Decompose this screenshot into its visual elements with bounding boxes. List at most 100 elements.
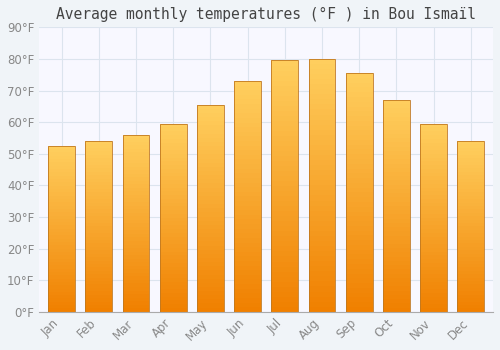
Bar: [197, 254, 224, 258]
Bar: [420, 237, 447, 240]
Bar: [160, 304, 186, 308]
Bar: [420, 256, 447, 259]
Bar: [420, 308, 447, 312]
Bar: [346, 288, 372, 293]
Bar: [122, 216, 150, 220]
Bar: [308, 292, 336, 296]
Bar: [458, 219, 484, 223]
Bar: [234, 164, 261, 169]
Bar: [383, 138, 409, 142]
Bar: [234, 173, 261, 178]
Bar: [48, 202, 75, 205]
Bar: [420, 191, 447, 195]
Bar: [420, 176, 447, 180]
Bar: [383, 240, 409, 244]
Bar: [458, 254, 484, 257]
Bar: [48, 196, 75, 199]
Bar: [383, 134, 409, 138]
Bar: [420, 240, 447, 244]
Bar: [383, 265, 409, 270]
Bar: [48, 272, 75, 275]
Bar: [272, 121, 298, 126]
Bar: [383, 163, 409, 168]
Bar: [122, 227, 150, 230]
Bar: [346, 259, 372, 264]
Bar: [48, 302, 75, 305]
Bar: [234, 293, 261, 298]
Bar: [308, 236, 336, 241]
Bar: [197, 134, 224, 138]
Bar: [420, 173, 447, 176]
Bar: [234, 183, 261, 187]
Bar: [272, 251, 298, 257]
Bar: [122, 142, 150, 145]
Bar: [458, 250, 484, 254]
Bar: [160, 135, 186, 139]
Bar: [122, 298, 150, 301]
Bar: [458, 237, 484, 240]
Bar: [383, 286, 409, 290]
Bar: [308, 170, 336, 175]
Bar: [383, 210, 409, 214]
Bar: [458, 182, 484, 186]
Bar: [48, 268, 75, 272]
Bar: [272, 307, 298, 312]
Bar: [383, 236, 409, 240]
Bar: [458, 209, 484, 213]
Bar: [48, 192, 75, 196]
Bar: [234, 127, 261, 132]
Bar: [234, 298, 261, 302]
Bar: [122, 191, 150, 195]
Bar: [48, 166, 75, 169]
Bar: [86, 219, 112, 223]
Bar: [48, 156, 75, 159]
Bar: [86, 244, 112, 247]
Bar: [234, 215, 261, 219]
Bar: [86, 216, 112, 219]
Bar: [346, 159, 372, 164]
Bar: [383, 282, 409, 286]
Bar: [458, 281, 484, 285]
Bar: [458, 196, 484, 199]
Bar: [308, 246, 336, 251]
Bar: [308, 110, 336, 114]
Bar: [272, 267, 298, 272]
Bar: [272, 261, 298, 267]
Bar: [48, 209, 75, 212]
Bar: [420, 124, 447, 312]
Bar: [48, 265, 75, 268]
Bar: [308, 79, 336, 84]
Bar: [234, 229, 261, 233]
Bar: [308, 266, 336, 271]
Bar: [458, 141, 484, 312]
Bar: [383, 181, 409, 185]
Bar: [308, 302, 336, 307]
Bar: [346, 178, 372, 183]
Bar: [383, 130, 409, 134]
Bar: [383, 159, 409, 163]
Bar: [420, 233, 447, 237]
Bar: [197, 262, 224, 266]
Bar: [420, 218, 447, 222]
Bar: [420, 158, 447, 161]
Bar: [48, 232, 75, 236]
Bar: [160, 199, 186, 203]
Bar: [234, 196, 261, 201]
Bar: [234, 169, 261, 173]
Bar: [48, 249, 75, 252]
Bar: [272, 206, 298, 211]
Bar: [308, 114, 336, 120]
Bar: [197, 142, 224, 146]
Bar: [272, 126, 298, 131]
Bar: [272, 111, 298, 116]
Bar: [420, 127, 447, 131]
Bar: [272, 151, 298, 156]
Bar: [234, 238, 261, 243]
Bar: [383, 197, 409, 202]
Bar: [272, 136, 298, 141]
Bar: [86, 240, 112, 244]
Bar: [420, 135, 447, 139]
Bar: [308, 241, 336, 246]
Bar: [420, 259, 447, 263]
Bar: [308, 130, 336, 135]
